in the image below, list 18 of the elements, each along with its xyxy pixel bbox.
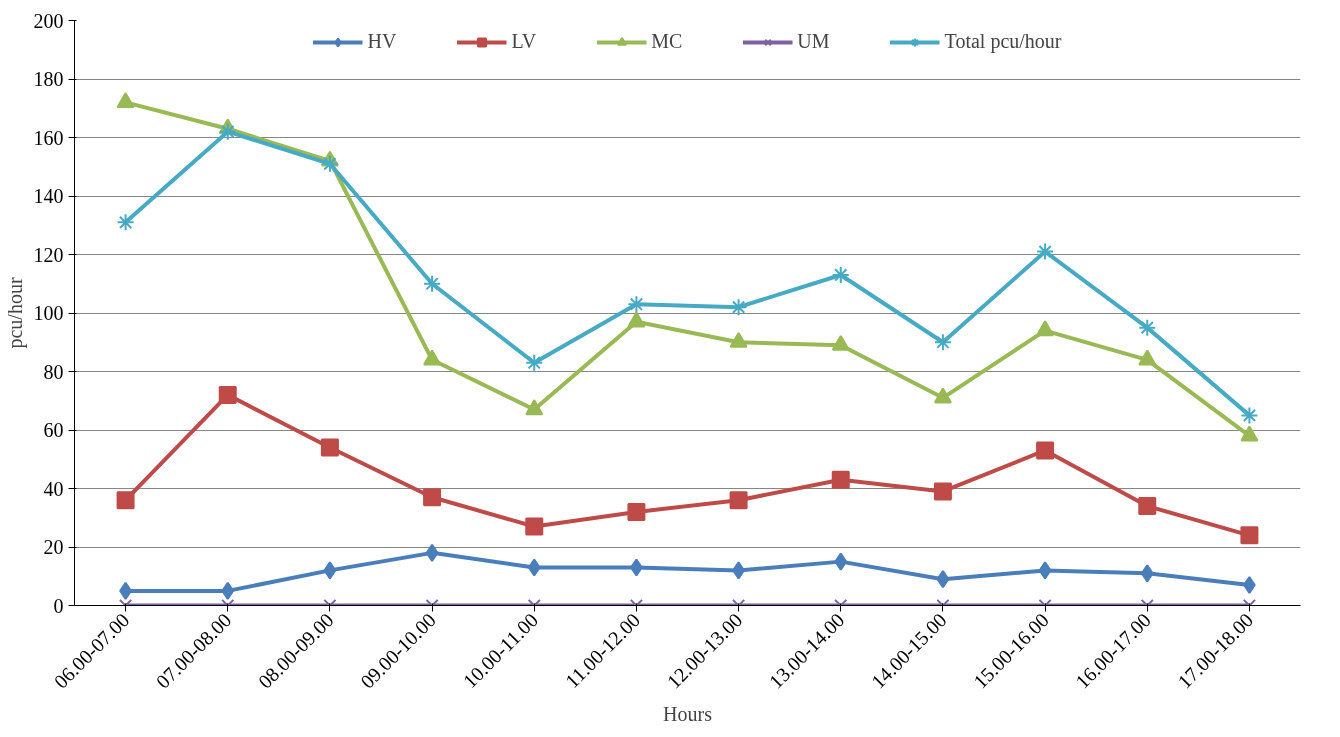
y-tick-label: 160	[33, 126, 64, 149]
y-tick-label: 40	[43, 477, 64, 500]
y-tick-label: 100	[33, 302, 64, 324]
legend-label: Total pcu/hour	[944, 30, 1062, 53]
legend-label: LV	[511, 30, 537, 53]
y-tick-label: 0	[53, 594, 64, 617]
y-tick-label: 200	[33, 9, 64, 32]
y-tick-label: 60	[43, 419, 64, 441]
y-tick-label: 80	[43, 360, 64, 383]
y-tick-label: 120	[33, 243, 64, 266]
y-axis-title: pcu/hour	[3, 277, 27, 349]
legend-label: UM	[797, 30, 830, 53]
legend-label: MC	[651, 30, 683, 53]
y-tick-label: 180	[33, 68, 64, 90]
x-axis-title: Hours	[663, 702, 713, 725]
legend-label: HV	[367, 30, 397, 53]
y-tick-label: 20	[43, 536, 64, 558]
y-tick-label: 140	[33, 185, 64, 207]
